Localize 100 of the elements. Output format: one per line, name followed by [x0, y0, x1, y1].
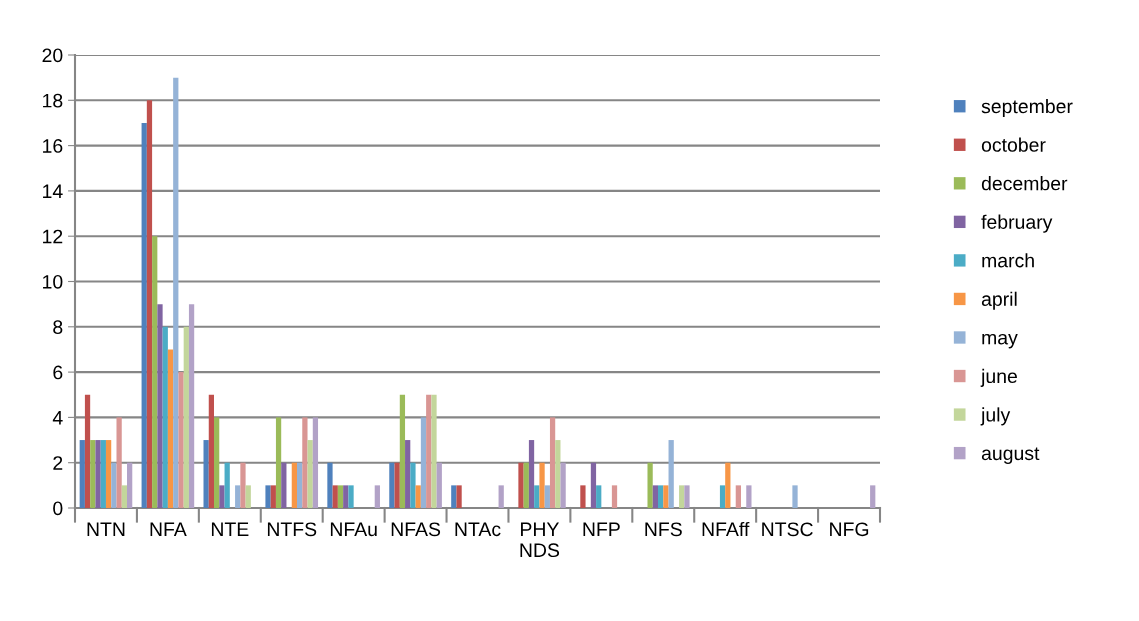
bar [307, 440, 313, 508]
x-tick-label: NTAc [455, 522, 501, 537]
bar [405, 440, 411, 508]
bar [719, 485, 726, 508]
bar [544, 485, 550, 508]
bar [275, 417, 282, 508]
x-tick-label: NFAS [391, 522, 441, 537]
bar [337, 485, 344, 508]
y-tick-label: 16 [43, 139, 63, 153]
bar [95, 440, 101, 508]
bar [152, 236, 158, 508]
bar [539, 462, 545, 508]
bar [374, 485, 380, 508]
bar [590, 462, 597, 508]
bar [162, 326, 168, 508]
bar [105, 440, 112, 508]
bar [302, 417, 308, 508]
bar [528, 440, 535, 508]
bar [111, 462, 117, 508]
bar [658, 485, 664, 508]
bar [157, 304, 163, 508]
bar [426, 394, 432, 508]
bar [596, 485, 602, 508]
x-tick-label: NFA [150, 522, 187, 536]
bar [116, 417, 122, 508]
legend-label: february [981, 214, 1053, 233]
y-tick-label: 14 [43, 184, 63, 198]
bar [735, 485, 741, 508]
y-tick-label: 0 [53, 501, 63, 516]
bar [291, 462, 297, 508]
bar [523, 462, 529, 508]
bar [224, 462, 230, 508]
bar [208, 394, 215, 508]
bar [327, 462, 333, 508]
bar [451, 485, 457, 508]
legend-label: june [980, 368, 1017, 387]
bar [431, 394, 437, 508]
x-tick-label: NFG [830, 522, 869, 537]
bar [100, 440, 106, 508]
y-tick-label: 12 [43, 229, 63, 244]
bar [90, 440, 96, 508]
bar [121, 485, 128, 508]
bar [611, 485, 618, 508]
y-tick-label: 18 [43, 93, 63, 108]
bar [183, 326, 189, 508]
x-tick-label: NTE [211, 522, 249, 536]
x-tick-label: NFAff [702, 521, 750, 536]
bar [555, 440, 561, 508]
bar [679, 485, 685, 508]
bar [146, 100, 153, 508]
bar [343, 485, 349, 508]
bar [245, 485, 251, 508]
bar [178, 372, 184, 508]
bar [127, 462, 133, 508]
bar [792, 485, 798, 508]
bar [296, 462, 303, 508]
x-tick-label: NTSC [762, 522, 813, 537]
bar [270, 485, 276, 508]
bar [265, 485, 271, 508]
bar [436, 462, 442, 508]
bar [219, 485, 225, 508]
bar [725, 462, 731, 508]
bar [173, 77, 179, 508]
bar [870, 485, 876, 508]
bar [394, 462, 400, 508]
y-tick-label: 6 [53, 365, 63, 380]
bar [549, 417, 556, 508]
bar [684, 485, 690, 508]
bar [647, 462, 653, 508]
x-tick-label: NTFS [267, 522, 317, 537]
legend-label: september [981, 99, 1073, 118]
x-tick-label: NFS [645, 522, 682, 537]
bar [560, 462, 566, 508]
bar [420, 417, 427, 508]
bar [518, 462, 524, 508]
y-tick-label: 10 [43, 274, 63, 289]
bar [84, 394, 91, 508]
legend-label: may [982, 333, 1018, 349]
bar [668, 440, 674, 508]
bar [281, 462, 287, 508]
y-tick-label: 8 [53, 320, 63, 335]
bar [235, 485, 241, 508]
legend-label: october [981, 137, 1046, 152]
x-tick-label: NFAu [330, 522, 377, 537]
legend-label: august [981, 447, 1040, 464]
bar [188, 304, 195, 508]
bar [456, 485, 462, 508]
bar [167, 349, 174, 508]
bar [415, 485, 421, 508]
bar [663, 485, 669, 508]
bar [203, 440, 209, 508]
bar [141, 122, 147, 508]
y-tick-label: 20 [42, 48, 63, 63]
bar [399, 394, 406, 508]
bar [348, 485, 354, 508]
bar [652, 485, 659, 508]
bar [214, 417, 220, 508]
bar [332, 485, 338, 508]
x-tick-label: NFP [583, 522, 620, 536]
bar [498, 485, 504, 508]
